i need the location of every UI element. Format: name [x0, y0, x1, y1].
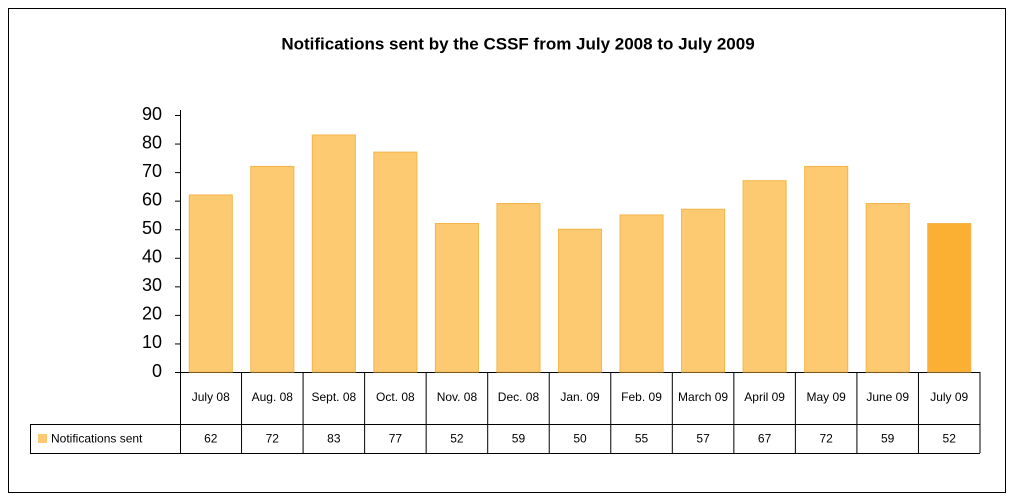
y-tick-label: 60 [142, 189, 162, 209]
x-tick-label: Nov. 08 [437, 390, 478, 404]
bar [496, 203, 541, 373]
table-value: 50 [573, 432, 587, 446]
bar [681, 208, 726, 373]
x-tick-label: Dec. 08 [498, 390, 540, 404]
x-tick-label: July 08 [192, 390, 230, 404]
x-tick-label: April 09 [744, 390, 785, 404]
bar [434, 223, 479, 373]
table-value: 67 [758, 432, 772, 446]
bar [373, 151, 418, 373]
legend-key [38, 434, 47, 443]
x-tick-label: July 09 [930, 390, 968, 404]
x-tick-label: Oct. 08 [376, 390, 415, 404]
x-tick-label: June 09 [866, 390, 909, 404]
table-value: 59 [881, 432, 895, 446]
bar [250, 165, 295, 373]
x-tick-label: Jan. 09 [560, 390, 600, 404]
chart-title: Notifications sent by the CSSF from July… [281, 34, 754, 53]
table-value: 57 [696, 432, 710, 446]
x-tick-label: March 09 [678, 390, 728, 404]
bar [188, 194, 233, 373]
table-value: 72 [266, 432, 280, 446]
table-value: 52 [943, 432, 957, 446]
bar [311, 134, 356, 373]
bar [742, 180, 787, 373]
y-tick-label: 0 [152, 361, 162, 381]
y-tick-label: 70 [142, 161, 162, 181]
table-value: 62 [204, 432, 218, 446]
y-tick-label: 90 [142, 104, 162, 124]
x-tick-label: Feb. 09 [621, 390, 662, 404]
bar [619, 214, 664, 373]
bar [557, 228, 603, 373]
y-tick-label: 50 [142, 218, 162, 238]
x-tick-label: Sept. 08 [311, 390, 356, 404]
y-tick-label: 10 [142, 332, 162, 352]
x-tick-label: May 09 [806, 390, 846, 404]
y-tick-label: 30 [142, 275, 162, 295]
table-value: 72 [819, 432, 833, 446]
bar [865, 203, 910, 373]
table-value: 83 [327, 432, 341, 446]
table-value: 59 [512, 432, 526, 446]
x-tick-label: Aug. 08 [252, 390, 294, 404]
y-tick-label: 80 [142, 132, 162, 152]
bar [927, 223, 972, 373]
y-tick-label: 20 [142, 304, 162, 324]
y-tick-label: 40 [142, 247, 162, 267]
table-value: 77 [389, 432, 403, 446]
table-value: 52 [450, 432, 464, 446]
legend-label: Notifications sent [51, 432, 143, 446]
table-value: 55 [635, 432, 649, 446]
bar [804, 165, 849, 373]
